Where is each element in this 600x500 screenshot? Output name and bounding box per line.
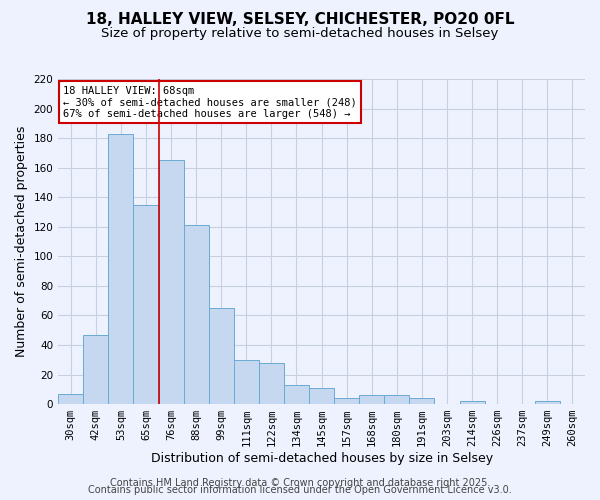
- Bar: [460, 401, 485, 404]
- Text: 18 HALLEY VIEW: 68sqm
← 30% of semi-detached houses are smaller (248)
67% of sem: 18 HALLEY VIEW: 68sqm ← 30% of semi-deta…: [64, 86, 357, 118]
- Bar: [133, 204, 158, 404]
- Bar: [385, 395, 409, 404]
- Bar: [184, 226, 209, 404]
- Y-axis label: Number of semi-detached properties: Number of semi-detached properties: [15, 126, 28, 357]
- X-axis label: Distribution of semi-detached houses by size in Selsey: Distribution of semi-detached houses by …: [151, 452, 493, 465]
- Bar: [334, 398, 359, 404]
- Bar: [535, 401, 560, 404]
- Bar: [284, 385, 309, 404]
- Bar: [359, 395, 385, 404]
- Text: Contains public sector information licensed under the Open Government Licence v3: Contains public sector information licen…: [88, 485, 512, 495]
- Bar: [158, 160, 184, 404]
- Bar: [309, 388, 334, 404]
- Bar: [83, 334, 109, 404]
- Bar: [259, 362, 284, 404]
- Bar: [109, 134, 133, 404]
- Text: Size of property relative to semi-detached houses in Selsey: Size of property relative to semi-detach…: [101, 28, 499, 40]
- Bar: [409, 398, 434, 404]
- Bar: [58, 394, 83, 404]
- Text: Contains HM Land Registry data © Crown copyright and database right 2025.: Contains HM Land Registry data © Crown c…: [110, 478, 490, 488]
- Bar: [209, 308, 234, 404]
- Bar: [234, 360, 259, 404]
- Text: 18, HALLEY VIEW, SELSEY, CHICHESTER, PO20 0FL: 18, HALLEY VIEW, SELSEY, CHICHESTER, PO2…: [86, 12, 514, 28]
